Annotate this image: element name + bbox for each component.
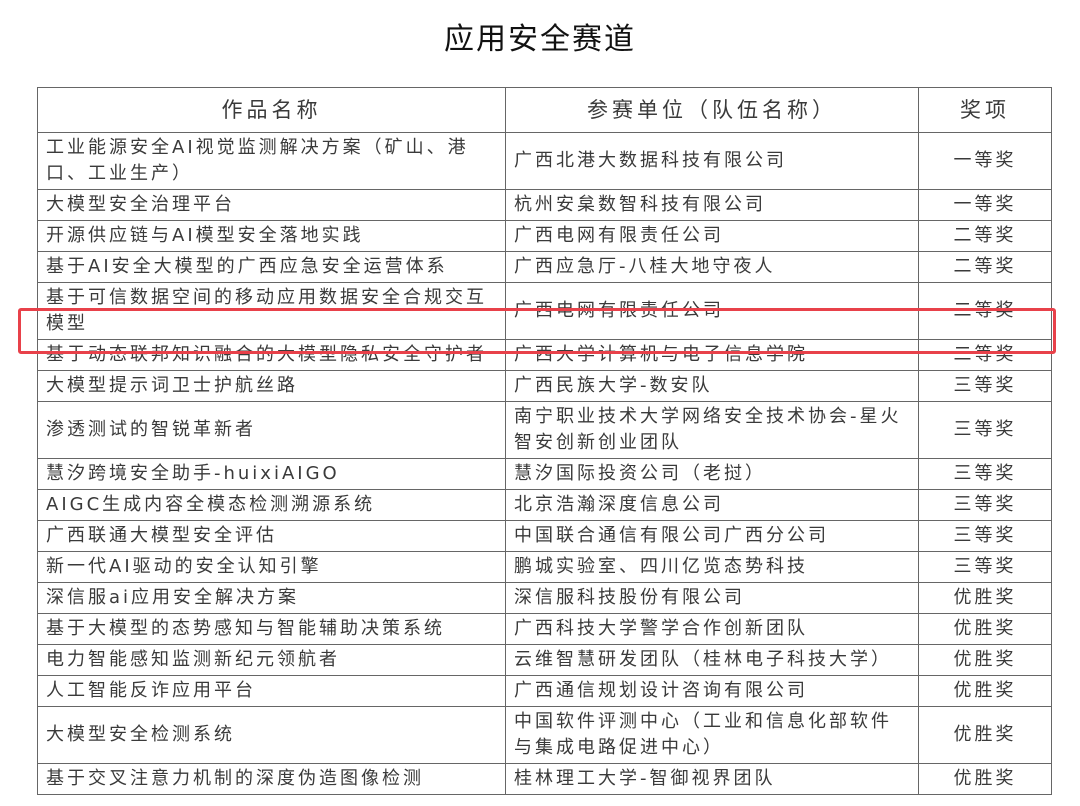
table-row: 工业能源安全AI视觉监测解决方案（矿山、港口、工业生产） 广西北港大数据科技有限公… bbox=[37, 132, 1052, 190]
work-name-cell: 电力智能感知监测新纪元领航者 bbox=[37, 644, 506, 676]
work-name-cell: 大模型安全检测系统 bbox=[37, 706, 506, 764]
award-cell: 二等奖 bbox=[918, 339, 1052, 371]
work-name-cell: 人工智能反诈应用平台 bbox=[37, 675, 506, 707]
table-row: 基于AI安全大模型的广西应急安全运营体系 广西应急厅-八桂大地守夜人 二等奖 bbox=[37, 251, 1052, 283]
team-cell: 广西科技大学警学合作创新团队 bbox=[505, 613, 919, 645]
table-row: 广西联通大模型安全评估 中国联合通信有限公司广西分公司 三等奖 bbox=[37, 520, 1052, 552]
table-row: AIGC生成内容全模态检测溯源系统 北京浩瀚深度信息公司 三等奖 bbox=[37, 489, 1052, 521]
table-row: 人工智能反诈应用平台 广西通信规划设计咨询有限公司 优胜奖 bbox=[37, 675, 1052, 707]
team-cell: 南宁职业技术大学网络安全技术协会-星火智安创新创业团队 bbox=[505, 401, 919, 459]
header-team: 参赛单位（队伍名称） bbox=[505, 87, 919, 133]
table-row: 基于可信数据空间的移动应用数据安全合规交互模型 广西电网有限责任公司 二等奖 bbox=[37, 282, 1052, 340]
work-name-cell: 基于交叉注意力机制的深度伪造图像检测 bbox=[37, 763, 506, 795]
team-cell: 杭州安枲数智科技有限公司 bbox=[505, 189, 919, 221]
work-name-cell: 基于大模型的态势感知与智能辅助决策系统 bbox=[37, 613, 506, 645]
team-cell: 中国软件评测中心（工业和信息化部软件与集成电路促进中心） bbox=[505, 706, 919, 764]
award-cell: 三等奖 bbox=[918, 551, 1052, 583]
work-name-cell: 开源供应链与AI模型安全落地实践 bbox=[37, 220, 506, 252]
header-award: 奖项 bbox=[918, 87, 1052, 133]
team-cell: 广西应急厅-八桂大地守夜人 bbox=[505, 251, 919, 283]
award-cell: 三等奖 bbox=[918, 489, 1052, 521]
team-cell: 中国联合通信有限公司广西分公司 bbox=[505, 520, 919, 552]
award-cell: 三等奖 bbox=[918, 520, 1052, 552]
work-name-cell: 慧汐跨境安全助手-huixiAIGO bbox=[37, 458, 506, 490]
team-cell: 广西电网有限责任公司 bbox=[505, 282, 919, 340]
award-cell: 优胜奖 bbox=[918, 763, 1052, 795]
work-name-cell: 广西联通大模型安全评估 bbox=[37, 520, 506, 552]
team-cell: 慧汐国际投资公司（老挝） bbox=[505, 458, 919, 490]
work-name-cell: 基于可信数据空间的移动应用数据安全合规交互模型 bbox=[37, 282, 506, 340]
table-row: 电力智能感知监测新纪元领航者 云维智慧研发团队（桂林电子科技大学） 优胜奖 bbox=[37, 644, 1052, 676]
awards-table: 作品名称 参赛单位（队伍名称） 奖项 工业能源安全AI视觉监测解决方案（矿山、港… bbox=[37, 87, 1052, 795]
team-cell: 深信服科技股份有限公司 bbox=[505, 582, 919, 614]
award-cell: 优胜奖 bbox=[918, 582, 1052, 614]
team-cell: 广西北港大数据科技有限公司 bbox=[505, 132, 919, 190]
team-cell: 鹏城实验室、四川亿览态势科技 bbox=[505, 551, 919, 583]
table-row: 渗透测试的智锐革新者 南宁职业技术大学网络安全技术协会-星火智安创新创业团队 三等奖 bbox=[37, 401, 1052, 459]
table-row: 大模型安全检测系统 中国软件评测中心（工业和信息化部软件与集成电路促进中心） 优胜奖 bbox=[37, 706, 1052, 764]
work-name-cell: AIGC生成内容全模态检测溯源系统 bbox=[37, 489, 506, 521]
award-cell: 优胜奖 bbox=[918, 706, 1052, 764]
table-row: 基于交叉注意力机制的深度伪造图像检测 桂林理工大学-智御视界团队 优胜奖 bbox=[37, 763, 1052, 795]
work-name-cell: 基于动态联邦知识融合的大模型隐私安全守护者 bbox=[37, 339, 506, 371]
team-cell: 广西通信规划设计咨询有限公司 bbox=[505, 675, 919, 707]
award-cell: 二等奖 bbox=[918, 251, 1052, 283]
page-title: 应用安全赛道 bbox=[444, 22, 636, 57]
header-work-name: 作品名称 bbox=[37, 87, 506, 133]
table-row: 基于大模型的态势感知与智能辅助决策系统 广西科技大学警学合作创新团队 优胜奖 bbox=[37, 613, 1052, 645]
team-cell: 广西电网有限责任公司 bbox=[505, 220, 919, 252]
award-cell: 优胜奖 bbox=[918, 613, 1052, 645]
table-row: 基于动态联邦知识融合的大模型隐私安全守护者 广西大学计算机与电子信息学院 二等奖 bbox=[37, 339, 1052, 371]
table-row: 大模型提示词卫士护航丝路 广西民族大学-数安队 三等奖 bbox=[37, 370, 1052, 402]
award-cell: 一等奖 bbox=[918, 189, 1052, 221]
work-name-cell: 新一代AI驱动的安全认知引擎 bbox=[37, 551, 506, 583]
award-cell: 二等奖 bbox=[918, 220, 1052, 252]
team-cell: 桂林理工大学-智御视界团队 bbox=[505, 763, 919, 795]
team-cell: 广西民族大学-数安队 bbox=[505, 370, 919, 402]
table-header-row: 作品名称 参赛单位（队伍名称） 奖项 bbox=[37, 87, 1052, 133]
work-name-cell: 大模型安全治理平台 bbox=[37, 189, 506, 221]
work-name-cell: 渗透测试的智锐革新者 bbox=[37, 401, 506, 459]
table-row: 新一代AI驱动的安全认知引擎 鹏城实验室、四川亿览态势科技 三等奖 bbox=[37, 551, 1052, 583]
team-cell: 云维智慧研发团队（桂林电子科技大学） bbox=[505, 644, 919, 676]
work-name-cell: 深信服ai应用安全解决方案 bbox=[37, 582, 506, 614]
work-name-cell: 大模型提示词卫士护航丝路 bbox=[37, 370, 506, 402]
table-row: 深信服ai应用安全解决方案 深信服科技股份有限公司 优胜奖 bbox=[37, 582, 1052, 614]
table-row: 大模型安全治理平台 杭州安枲数智科技有限公司 一等奖 bbox=[37, 189, 1052, 221]
table-row: 开源供应链与AI模型安全落地实践 广西电网有限责任公司 二等奖 bbox=[37, 220, 1052, 252]
award-cell: 二等奖 bbox=[918, 282, 1052, 340]
team-cell: 北京浩瀚深度信息公司 bbox=[505, 489, 919, 521]
work-name-cell: 基于AI安全大模型的广西应急安全运营体系 bbox=[37, 251, 506, 283]
table-row: 慧汐跨境安全助手-huixiAIGO 慧汐国际投资公司（老挝） 三等奖 bbox=[37, 458, 1052, 490]
award-cell: 三等奖 bbox=[918, 458, 1052, 490]
team-cell: 广西大学计算机与电子信息学院 bbox=[505, 339, 919, 371]
award-cell: 一等奖 bbox=[918, 132, 1052, 190]
work-name-cell: 工业能源安全AI视觉监测解决方案（矿山、港口、工业生产） bbox=[37, 132, 506, 190]
award-cell: 优胜奖 bbox=[918, 675, 1052, 707]
award-cell: 三等奖 bbox=[918, 401, 1052, 459]
award-cell: 优胜奖 bbox=[918, 644, 1052, 676]
award-cell: 三等奖 bbox=[918, 370, 1052, 402]
